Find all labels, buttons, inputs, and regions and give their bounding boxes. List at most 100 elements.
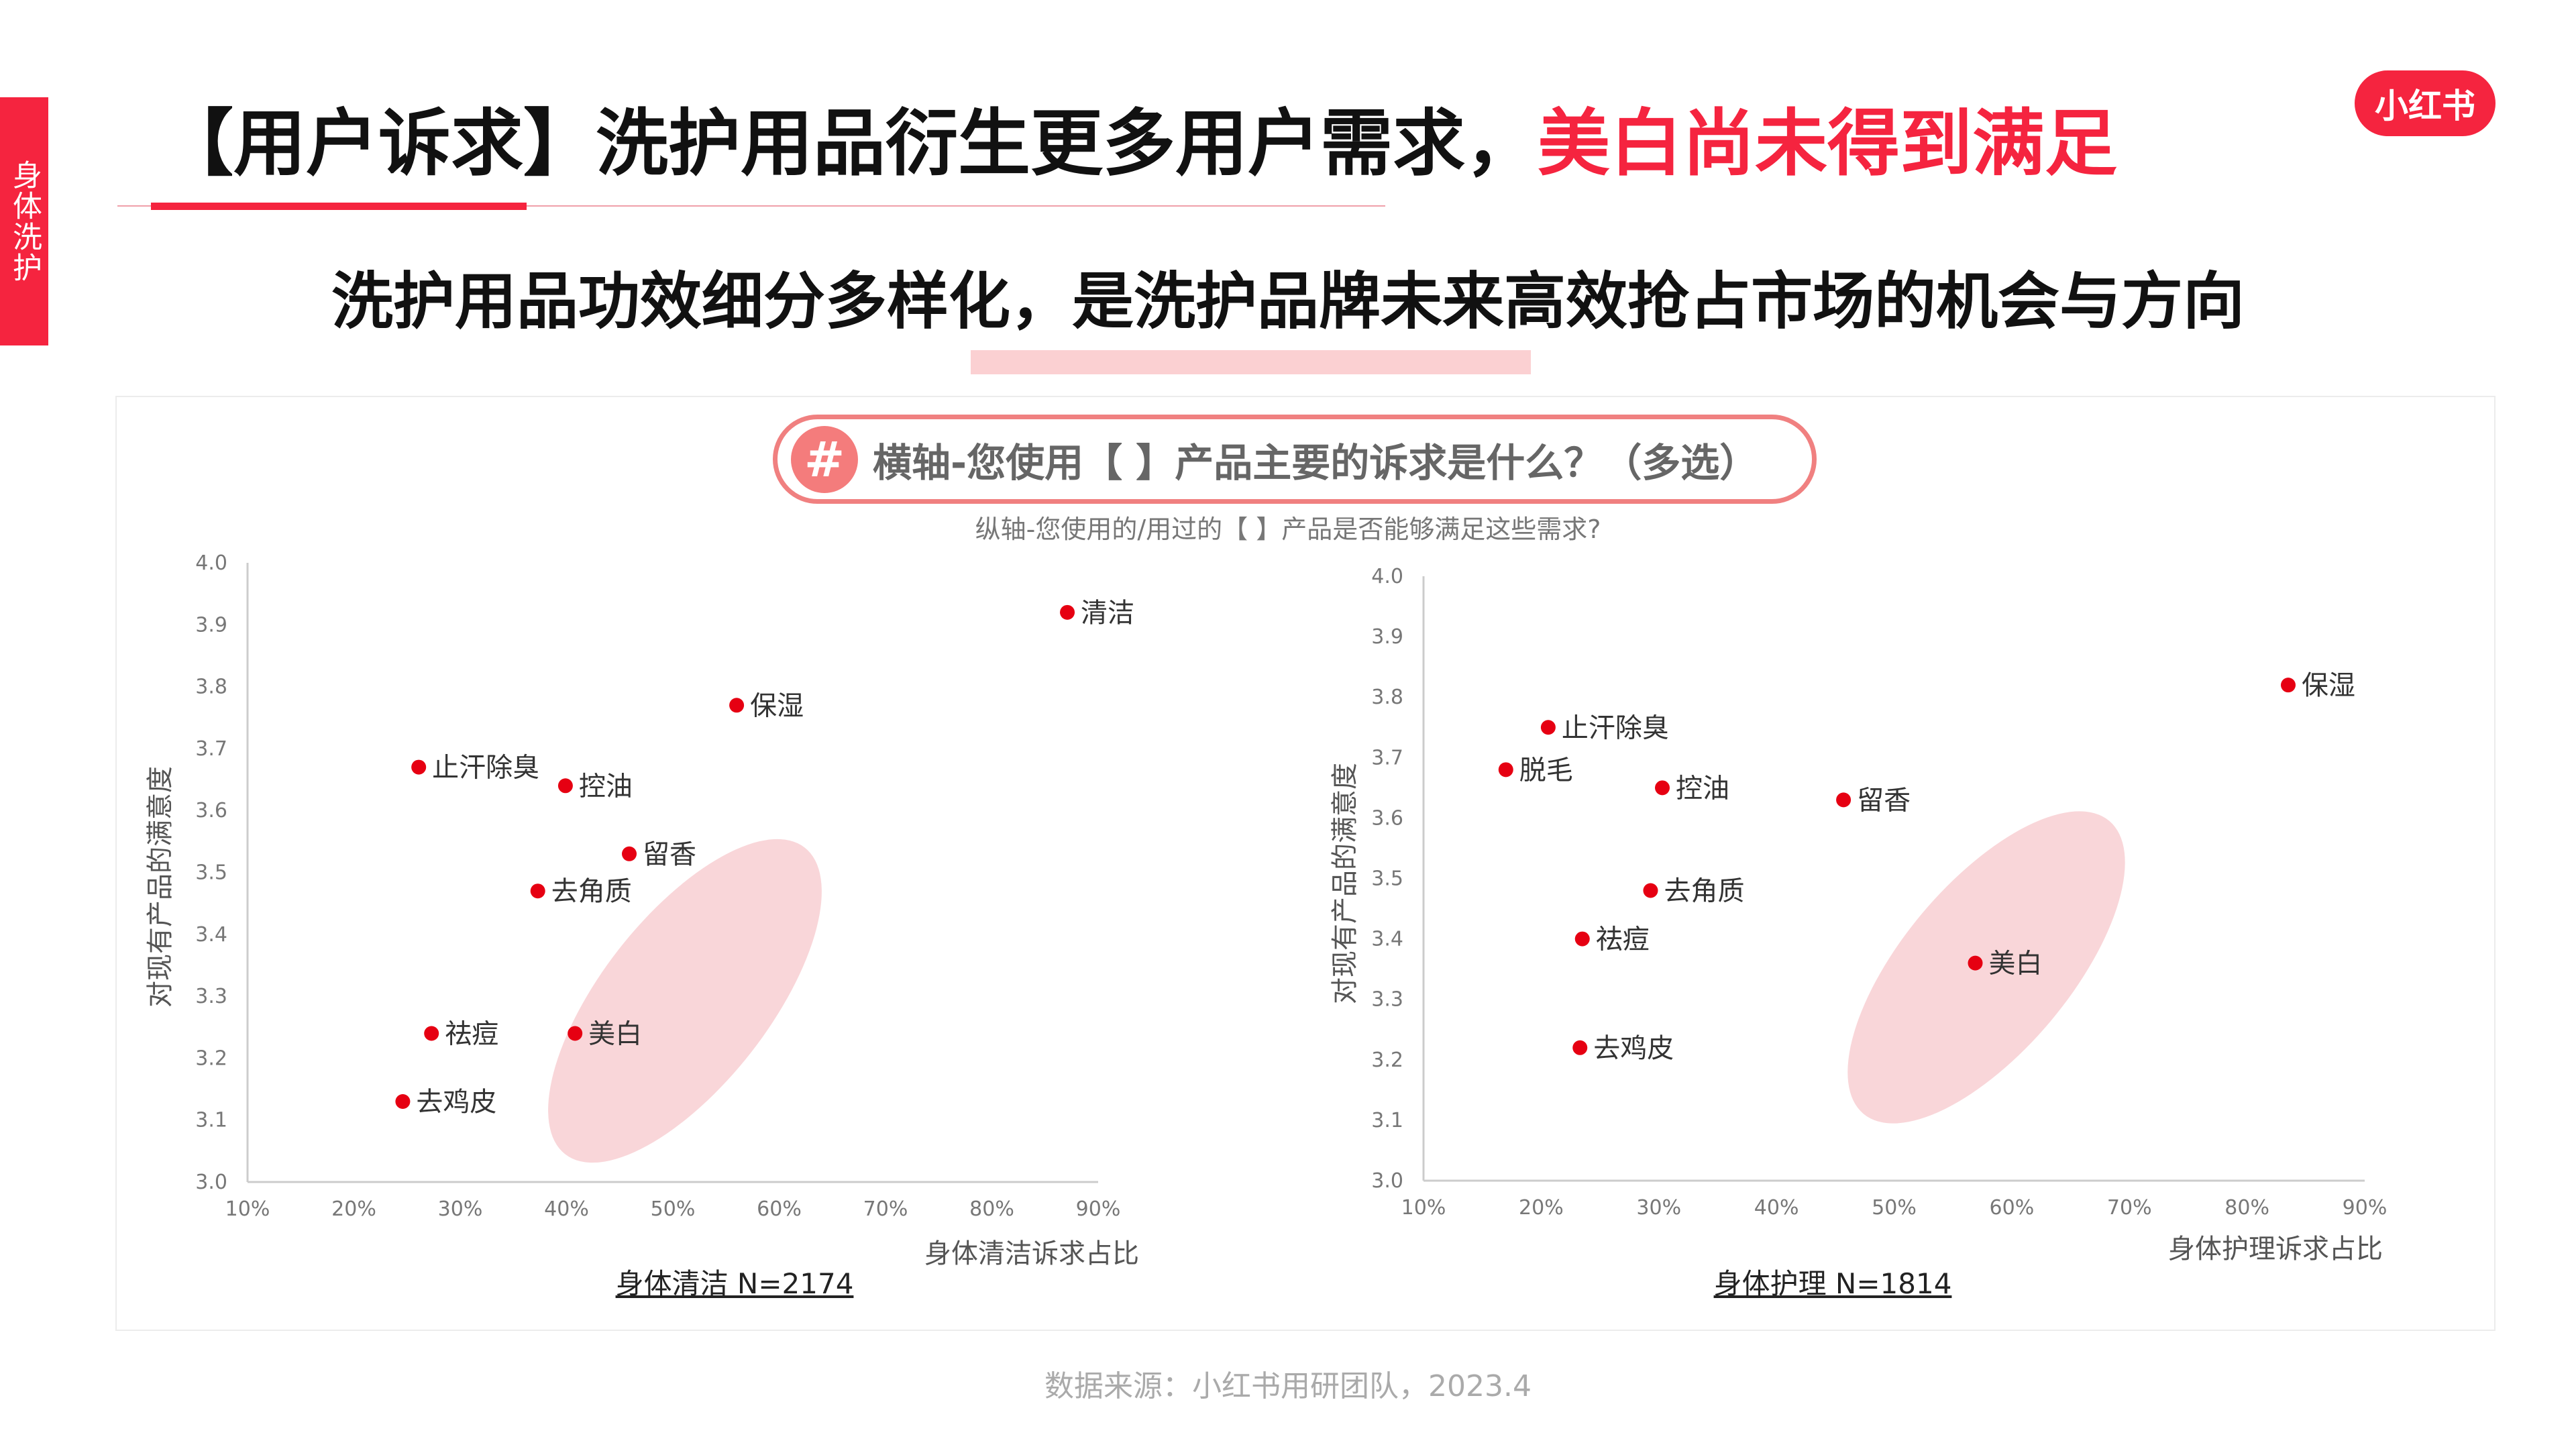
chart2-x-tick-label: 30% [1636, 1196, 1681, 1220]
chart1-point-label: 祛痘 [445, 1018, 498, 1049]
hash-icon: # [791, 425, 858, 493]
chart1-x-tick-label: 70% [863, 1197, 908, 1221]
chart1-point-4 [557, 778, 573, 794]
chart2-y-tick-label: 3.2 [1371, 1049, 1403, 1072]
chart2-point-5 [1836, 792, 1851, 808]
chart2-point-1 [2281, 678, 2296, 693]
chart2-x-tick-label: 10% [1401, 1196, 1446, 1220]
chart1-y-tick-label: 3.0 [195, 1171, 227, 1194]
xiaohongshu-logo: 小红书 [2355, 70, 2496, 136]
chart1-point-2 [729, 698, 745, 713]
chart2-highlight-ellipse [1847, 811, 2125, 1124]
chart1-x-tick-label: 50% [651, 1197, 696, 1221]
chart2-y-tick-label: 3.8 [1371, 686, 1403, 709]
title-highlight: 美白尚未得到满足 [1538, 102, 2118, 186]
subtitle-highlight-bar [971, 350, 1531, 374]
chart1-y-tick-label: 3.9 [195, 613, 227, 637]
chart2-y-tick-label: 3.1 [1371, 1109, 1403, 1132]
subtitle: 洗护用品功效细分多样化，是洗护品牌未来高效抢占市场的机会与方向 [331, 266, 2245, 337]
page-title: 【用户诉求】洗护用品衍生更多用户需求，美白尚未得到满足 [161, 94, 2117, 195]
chart2-y-tick-label: 3.7 [1371, 746, 1403, 769]
chart2-point-label: 脱毛 [1519, 755, 1573, 786]
chart1-point-label: 止汗除臭 [432, 753, 539, 784]
chart1-x-axis-title: 身体清洁诉求占比 [924, 1238, 1139, 1269]
title-prefix: 【用户诉求】洗护用品衍生更多用户需求， [161, 102, 1538, 186]
chart1-y-tick-label: 3.4 [195, 923, 227, 947]
data-source: 数据来源：小红书用研团队，2023.4 [1044, 1369, 1532, 1403]
chart1-point-9 [395, 1094, 411, 1110]
chart2-point-label: 祛痘 [1596, 924, 1650, 955]
title-divider [117, 205, 1385, 207]
chart1-point-1 [1060, 604, 1075, 620]
chart2-x-tick-label: 90% [2343, 1196, 2387, 1220]
question-pill: # 横轴-您使用【 】产品主要的诉求是什么？（多选） [773, 415, 1817, 504]
chart1-point-label: 去角质 [551, 876, 632, 907]
chart2-y-tick-label: 3.0 [1371, 1169, 1403, 1193]
chart1-point-label: 美白 [588, 1018, 642, 1049]
chart2-point-3 [1498, 762, 1513, 777]
chart1-y-tick-label: 3.5 [195, 861, 227, 885]
chart1-x-tick-label: 60% [757, 1197, 802, 1221]
chart2-point-label: 去鸡皮 [1593, 1033, 1674, 1064]
chart2-point-6 [1643, 883, 1658, 898]
y-axis-question: 纵轴-您使用的/用过的【 】产品是否能够满足这些需求? [975, 515, 1601, 544]
chart1-point-8 [568, 1026, 583, 1041]
chart1-y-tick-label: 3.8 [195, 676, 227, 699]
chart1-point-6 [530, 883, 545, 899]
chart2-point-label: 保湿 [2302, 670, 2355, 701]
chart2-point-8 [1968, 955, 1983, 971]
chart2-x-tick-label: 50% [1872, 1196, 1917, 1220]
chart2-y-tick-label: 3.6 [1371, 806, 1403, 830]
chart1-y-tick-label: 3.1 [195, 1109, 227, 1132]
chart1-y-tick-label: 4.0 [195, 551, 227, 575]
chart1-y-tick-label: 3.2 [195, 1046, 227, 1070]
chart1-point-label: 保湿 [750, 690, 804, 721]
chart2-caption: 身体护理 N=1814 [1713, 1267, 1952, 1300]
chart1-y-axis-title: 对现有产品的满意度 [145, 766, 176, 1008]
chart2-x-tick-label: 20% [1519, 1196, 1564, 1220]
chart2-point-7 [1574, 931, 1590, 947]
chart2-y-tick-label: 3.3 [1371, 988, 1403, 1012]
chart2-x-tick-label: 70% [2107, 1196, 2152, 1220]
chart1-y-tick-label: 3.7 [195, 737, 227, 761]
chart1-point-3 [411, 759, 427, 775]
chart2-x-tick-label: 40% [1754, 1196, 1799, 1220]
chart2-y-axis-title: 对现有产品的满意度 [1330, 763, 1360, 1004]
chart2-point-label: 止汗除臭 [1562, 712, 1669, 743]
chart2-point-label: 去角质 [1664, 876, 1744, 907]
section-tab: 身体洗护 [0, 97, 48, 345]
chart2-point-label: 留香 [1857, 785, 1911, 816]
chart1-y-tick-label: 3.6 [195, 799, 227, 822]
chart1-x-tick-label: 90% [1076, 1197, 1121, 1221]
title-accent-bar [151, 203, 527, 210]
x-axis-question: 横轴-您使用【 】产品主要的诉求是什么？（多选） [873, 439, 1759, 486]
chart1-highlight-ellipse [548, 839, 822, 1163]
chart1-point-label: 清洁 [1081, 598, 1134, 629]
chart1-x-tick-label: 20% [331, 1197, 376, 1221]
chart2-x-axis-title: 身体护理诉求占比 [2168, 1234, 2383, 1265]
chart-panel [115, 396, 2496, 1331]
chart2-point-2 [1540, 720, 1556, 735]
chart2-point-9 [1572, 1040, 1588, 1055]
chart2-y-tick-label: 3.4 [1371, 928, 1403, 951]
chart1-point-label: 去鸡皮 [416, 1087, 496, 1118]
chart2-y-tick-label: 4.0 [1371, 565, 1403, 588]
chart1-caption: 身体清洁 N=2174 [615, 1267, 854, 1300]
chart1-point-label: 留香 [643, 839, 696, 870]
chart1-point-label: 控油 [579, 771, 633, 802]
chart2-point-label: 控油 [1676, 773, 1729, 804]
chart1-x-tick-label: 40% [544, 1197, 589, 1221]
chart1-point-5 [622, 846, 637, 861]
chart2-y-tick-label: 3.9 [1371, 625, 1403, 649]
chart1-point-7 [424, 1026, 439, 1041]
chart2-x-tick-label: 60% [1990, 1196, 2035, 1220]
chart1-x-tick-label: 80% [969, 1197, 1014, 1221]
chart1-x-tick-label: 30% [438, 1197, 483, 1221]
chart1-x-tick-label: 10% [225, 1197, 270, 1221]
chart2-x-tick-label: 80% [2224, 1196, 2269, 1220]
chart2-point-4 [1655, 780, 1670, 796]
chart1-y-tick-label: 3.3 [195, 985, 227, 1008]
chart2-y-tick-label: 3.5 [1371, 867, 1403, 891]
chart2-point-label: 美白 [1989, 949, 2043, 979]
